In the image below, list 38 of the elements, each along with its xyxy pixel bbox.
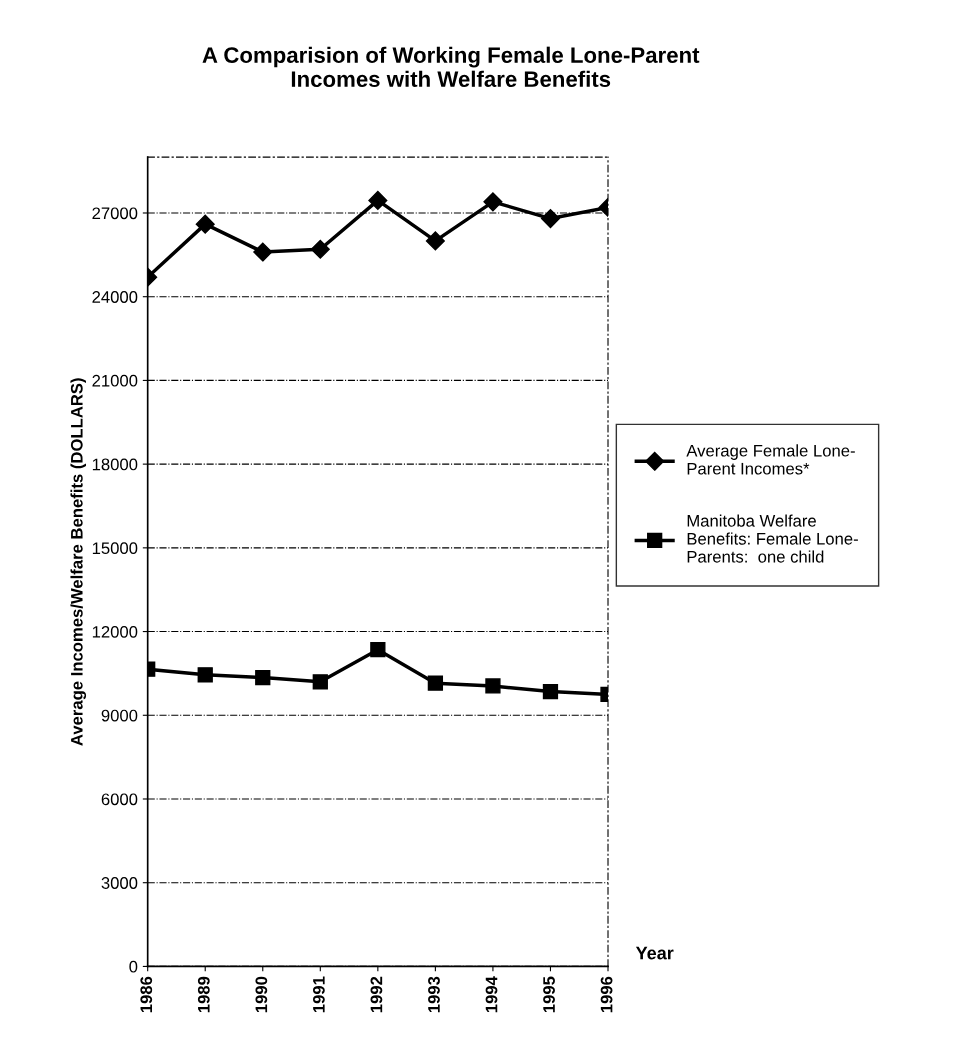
legend-label: Average Female Lone- Parent Incomes* [686, 444, 855, 475]
chart-title: A Comparision of Working Female Lone-Parent Incomes with Welfare Benefits [202, 46, 700, 88]
point [195, 214, 215, 234]
x-tick-label: 1993 [428, 976, 440, 1013]
x-tick-label: 1986 [140, 976, 153, 1013]
y-tick-label: 27000 [92, 207, 138, 220]
point [312, 674, 328, 690]
y-tick-label: 18000 [92, 458, 138, 471]
x-tick-label: 1992 [370, 976, 383, 1013]
point [425, 231, 445, 251]
y-tick-label: 0 [129, 960, 138, 973]
x-axis-title: Year [635, 946, 674, 960]
x-tick-label: 1990 [255, 976, 268, 1013]
point [253, 242, 273, 262]
point [368, 190, 388, 210]
legend-label: Manitoba Welfare Benefits: Female Lone- Parents: one child [687, 514, 858, 563]
point [483, 192, 503, 212]
point [370, 642, 386, 658]
point [427, 675, 444, 691]
y-tick-label: 15000 [92, 542, 138, 555]
y-tick-label: 12000 [92, 625, 138, 638]
x-tick-label: 1989 [197, 976, 210, 1013]
y-tick-label: 21000 [92, 374, 138, 387]
point [255, 669, 271, 686]
y-tick-label: 9000 [101, 709, 138, 722]
y-tick-label: 3000 [101, 877, 138, 889]
x-tick-label: 1991 [312, 976, 325, 1013]
y-axis-title: Average Incomes/Welfare Benefits (DOLLARS) [70, 378, 87, 746]
point [485, 678, 501, 694]
point [542, 683, 559, 700]
point [197, 667, 213, 683]
x-tick-label: 1996 [600, 976, 613, 1013]
point [310, 239, 330, 259]
y-tick-label: 6000 [101, 793, 138, 806]
x-tick-label: 1994 [485, 976, 498, 1013]
y-tick-label: 24000 [92, 291, 138, 303]
point [540, 209, 561, 229]
x-tick-label: 1995 [543, 976, 555, 1013]
